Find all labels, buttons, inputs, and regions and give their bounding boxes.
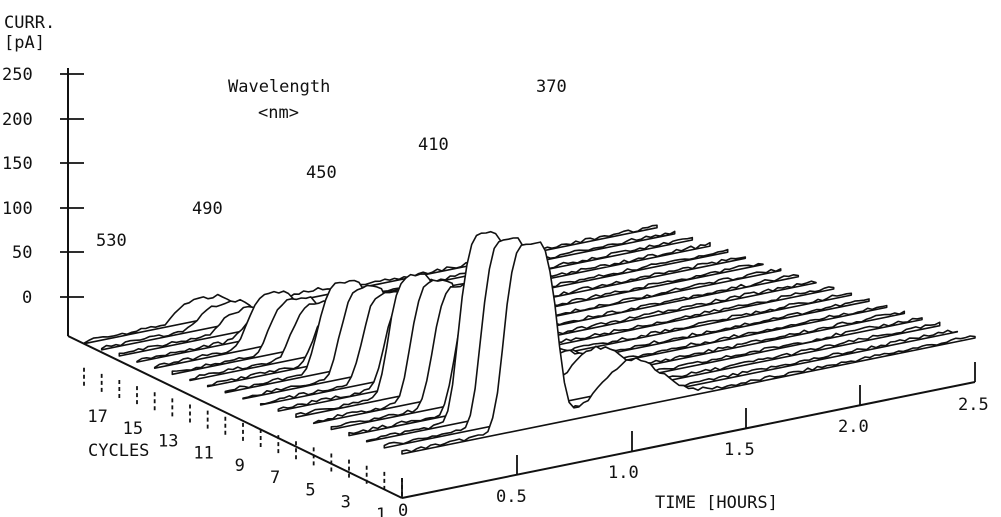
y-tick-label-100: 100 <box>2 199 33 219</box>
time-tick-label-2.5: 2.5 <box>958 395 989 415</box>
trace-cycle-1 <box>401 241 976 455</box>
y-tick-label-200: 200 <box>2 110 33 130</box>
cycle-tick-label-9: 9 <box>235 456 245 476</box>
cycle-tick-label-3: 3 <box>341 493 351 513</box>
x-axis-label: TIME [HOURS] <box>655 493 778 513</box>
traces <box>83 224 976 455</box>
wavelength-unit: <nm> <box>258 103 299 123</box>
time-tick-label-0: 0 <box>398 501 408 517</box>
cycle-tick-label-1: 1 <box>376 505 386 517</box>
y-tick-label-250: 250 <box>2 65 33 85</box>
time-tick-label-1.0: 1.0 <box>608 463 639 483</box>
y-tick-label-150: 150 <box>2 154 33 174</box>
y-tick-label-0: 0 <box>22 288 32 308</box>
time-tick-label-2.0: 2.0 <box>838 417 869 437</box>
series-label-410: 410 <box>418 135 449 155</box>
y-tick-label-50: 50 <box>12 243 32 263</box>
time-tick-label-0.5: 0.5 <box>496 487 527 507</box>
cycle-tick-label-13: 13 <box>158 431 178 451</box>
cycle-tick-label-5: 5 <box>305 480 315 500</box>
cycle-tick-label-7: 7 <box>270 468 280 488</box>
cycle-tick-label-15: 15 <box>123 419 143 439</box>
time-axis-line <box>401 381 976 499</box>
y-axis-label-line1: CURR. <box>4 13 55 33</box>
time-ticks: 0 0.5 1.0 1.5 2.0 2.5 <box>398 362 989 517</box>
cycles-axis-line <box>67 335 403 499</box>
time-tick-label-1.5: 1.5 <box>724 440 755 460</box>
series-label-370: 370 <box>536 77 567 97</box>
y-axis-label-line2: [pA] <box>4 33 45 53</box>
cycle-tick-label-11: 11 <box>193 444 213 464</box>
series-label-450: 450 <box>306 163 337 183</box>
series-label-530: 530 <box>96 231 127 251</box>
series-label-490: 490 <box>192 199 223 219</box>
cycle-tick-label-17: 17 <box>87 407 107 427</box>
wavelength-title: Wavelength <box>228 77 330 97</box>
y-ticks: 250 200 150 100 50 0 <box>2 65 84 308</box>
cycles-axis-label: CYCLES <box>88 441 149 461</box>
